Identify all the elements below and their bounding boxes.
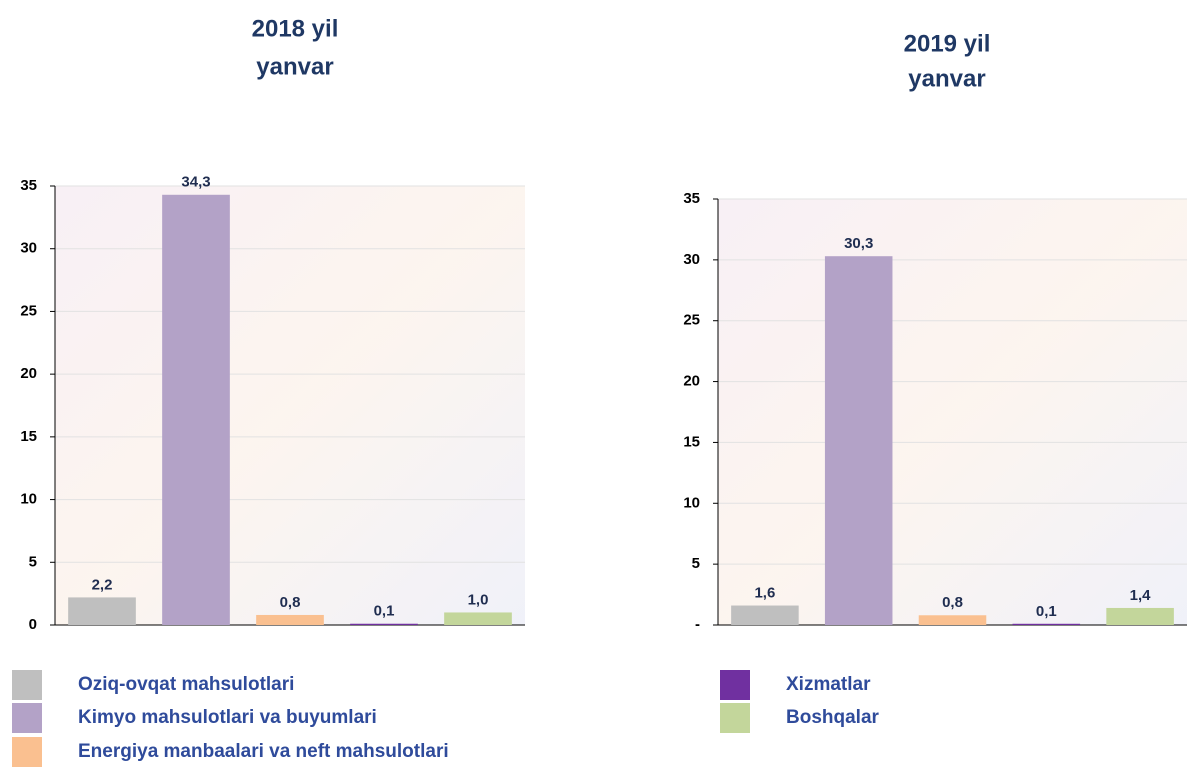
chart-subtitle: yanvar	[256, 53, 333, 80]
y-tick-label: 20	[20, 365, 37, 382]
data-label: 30,3	[844, 235, 873, 252]
legend-swatch	[12, 670, 42, 700]
y-tick-label: 10	[683, 494, 700, 511]
chart-title: 2019 yil	[904, 30, 991, 57]
bar	[1012, 623, 1081, 625]
data-label: 0,1	[1036, 603, 1057, 620]
y-tick-label: 25	[683, 312, 700, 329]
y-tick-label: 15	[20, 428, 37, 445]
y-tick-label: 15	[683, 433, 700, 450]
y-tick-label: 5	[29, 553, 37, 570]
y-tick-label: 25	[20, 302, 37, 319]
y-tick-label: 10	[20, 491, 37, 508]
y-tick-label: 30	[683, 251, 700, 268]
legend-swatch	[12, 737, 42, 767]
legend-label: Boshqalar	[786, 707, 880, 728]
y-tick-label: 20	[683, 373, 700, 390]
bar	[68, 597, 136, 625]
bar	[731, 605, 799, 625]
data-label: 1,6	[754, 584, 775, 601]
legend-swatch	[12, 703, 42, 733]
bar	[918, 615, 987, 625]
bar	[824, 256, 893, 625]
y-tick-label: 0	[29, 616, 37, 633]
legend-label: Oziq-ovqat mahsulotlari	[78, 674, 294, 695]
data-label: 0,1	[374, 603, 395, 620]
legend-label: Energiya manbaalari va neft mahsulotlari	[78, 741, 449, 762]
bar	[256, 614, 324, 625]
plot-background	[718, 199, 1187, 625]
legend-label: Kimyo mahsulotlari va buyumlari	[78, 707, 377, 728]
plot-background	[55, 186, 525, 625]
legend-label: Xizmatlar	[786, 674, 871, 695]
y-tick-label: 5	[692, 555, 700, 572]
y-tick-label: 35	[20, 177, 37, 194]
bar	[162, 194, 230, 625]
chart-subtitle: yanvar	[908, 65, 985, 92]
data-label: 0,8	[280, 594, 301, 611]
legend-swatch	[720, 670, 750, 700]
legend-swatch	[720, 703, 750, 733]
data-label: 1,0	[468, 591, 489, 608]
chart-title: 2018 yil	[252, 15, 339, 42]
y-tick-label: 30	[20, 240, 37, 257]
bar	[444, 612, 512, 625]
data-label: 1,4	[1130, 587, 1152, 604]
data-label: 34,3	[181, 174, 210, 191]
bar	[1106, 607, 1174, 625]
data-label: 0,8	[942, 594, 963, 611]
y-tick-label: 35	[683, 190, 700, 207]
y-tick-label: -	[695, 616, 700, 633]
data-label: 2,2	[92, 576, 113, 593]
bar	[350, 623, 418, 625]
